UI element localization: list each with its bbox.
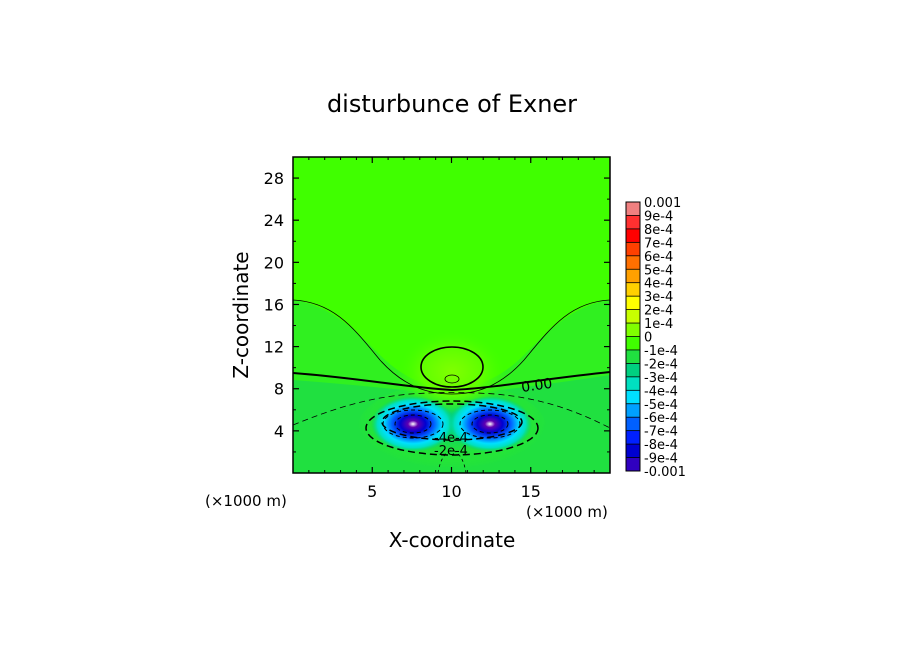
contour-outer-positive [293, 299, 610, 395]
chart-title: disturbunce of Exner [327, 90, 577, 118]
y-tick-label: 16 [264, 295, 284, 314]
colorbar-swatch [626, 417, 640, 432]
colorbar-swatch [626, 457, 640, 472]
x-tick-label: 5 [367, 482, 377, 501]
contour-innermost-high [444, 374, 460, 384]
colorbar-swatch [626, 430, 640, 445]
y-tick-label: 20 [264, 253, 284, 272]
colorbar-swatch [626, 403, 640, 418]
y-tick-label: 24 [264, 211, 284, 230]
y-tick-label: 12 [264, 338, 284, 357]
colorbar-label: -7e-4 [644, 425, 678, 440]
contour-zero [293, 371, 610, 392]
left-vortex-shade [371, 396, 455, 452]
right-vortex-shade [448, 396, 532, 452]
colorbar-swatch [626, 376, 640, 391]
colorbar-label: -0.001 [644, 465, 686, 480]
contour-label-zero: 0.00 [520, 376, 553, 396]
colorbar-label: 8e-4 [644, 223, 673, 238]
colorbar-swatch [626, 282, 640, 297]
contour-negative-4e4 [381, 403, 523, 441]
colorbar-swatch [626, 255, 640, 270]
colorbar-label: 4e-4 [644, 277, 673, 292]
x-unit-label-right: (×1000 m) [526, 503, 608, 521]
colorbar-label: -1e-4 [644, 344, 678, 359]
colorbar-swatch [626, 215, 640, 230]
colorbar-swatch [626, 323, 640, 337]
colorbar-label: 5e-4 [644, 263, 673, 278]
colorbar-label: 7e-4 [644, 236, 673, 251]
colorbar-swatch [626, 390, 640, 405]
colorbar-label: 0.001 [644, 196, 681, 211]
colorbar-swatch [626, 444, 640, 459]
contour-right-vortex-1 [459, 409, 521, 439]
contour-inner-high [420, 346, 484, 388]
contour-negative-2e4 [365, 400, 539, 456]
colorbar-swatch [626, 228, 640, 243]
colorbar-swatch [626, 309, 640, 324]
contour-label-neg4: -4e-4 [434, 431, 468, 446]
y-axis-label: Z-coordinate [229, 251, 253, 378]
colorbar-label: -3e-4 [644, 371, 678, 386]
colorbar-swatch [626, 363, 640, 378]
colorbar-label: -8e-4 [644, 438, 678, 453]
colorbar-label: 3e-4 [644, 290, 673, 305]
colorbar-swatch [626, 269, 640, 284]
colorbar: 0.0019e-48e-47e-46e-45e-44e-43e-42e-41e-… [625, 196, 686, 480]
colorbar-label: -6e-4 [644, 411, 678, 426]
colorbar-swatch [626, 242, 640, 257]
colorbar-label: -2e-4 [644, 357, 678, 372]
contour-negative-outer [293, 392, 610, 429]
y-tick-label: 4 [274, 422, 284, 441]
x-axis: 5 10 15 [308, 157, 595, 501]
colorbar-label: -9e-4 [644, 452, 678, 467]
x-tick-label: 15 [521, 482, 541, 501]
colorbar-swatch [626, 296, 640, 311]
colorbar-label: 6e-4 [644, 250, 673, 265]
colorbar-swatch [626, 349, 640, 364]
x-tick-label: 10 [441, 482, 461, 501]
x-axis-label: X-coordinate [389, 528, 516, 552]
colorbar-label: 2e-4 [644, 304, 673, 319]
colorbar-label: 9e-4 [644, 209, 673, 224]
y-tick-label: 8 [274, 380, 284, 399]
y-axis: 4 8 12 16 20 24 28 [264, 169, 610, 453]
colorbar-label: -5e-4 [644, 398, 678, 413]
colorbar-swatch [626, 202, 640, 216]
contour-left-vortex-1 [382, 409, 444, 439]
x-unit-label-left: (×1000 m) [205, 492, 287, 510]
plot-area [293, 157, 610, 473]
contour-left-vortex-2 [394, 414, 432, 434]
colorbar-swatch [626, 336, 640, 351]
contour-right-vortex-2 [471, 414, 509, 434]
contour-label-neg2: -2e-4 [434, 444, 468, 459]
colorbar-label: 0 [644, 331, 652, 346]
colorbar-label: -4e-4 [644, 384, 678, 399]
colorbar-label: 1e-4 [644, 317, 673, 332]
y-tick-label: 28 [264, 169, 284, 188]
